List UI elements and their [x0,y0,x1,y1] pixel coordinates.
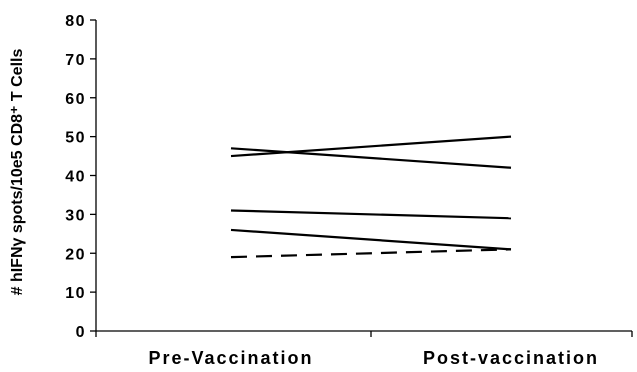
y-tick-label: 0 [76,324,86,341]
series-line [230,228,512,251]
y-tick-label: 60 [65,91,86,108]
x-tick-label: Pre-Vaccination [148,348,313,368]
y-tick-label: 20 [65,246,86,263]
series-line [230,147,512,169]
x-tick-label: Post-vaccination [423,348,599,368]
y-tick-label: 40 [65,169,86,186]
y-tick-label: 80 [65,13,86,30]
x-axis: Pre-Vaccination Post-vaccination [95,330,633,368]
y-tick-label: 70 [65,52,86,69]
series-layer [230,135,512,259]
series-line [230,135,512,158]
series-line [230,209,512,220]
y-axis-label: # hIFNγ spots/10e5 CD8⁺ T Cells [9,49,26,296]
series-line [230,248,512,259]
y-axis: 0 10 20 30 40 50 60 70 80 [65,13,97,341]
y-tick-label: 30 [65,207,86,224]
y-tick-label: 50 [65,130,86,147]
y-tick-label: 10 [65,285,86,302]
